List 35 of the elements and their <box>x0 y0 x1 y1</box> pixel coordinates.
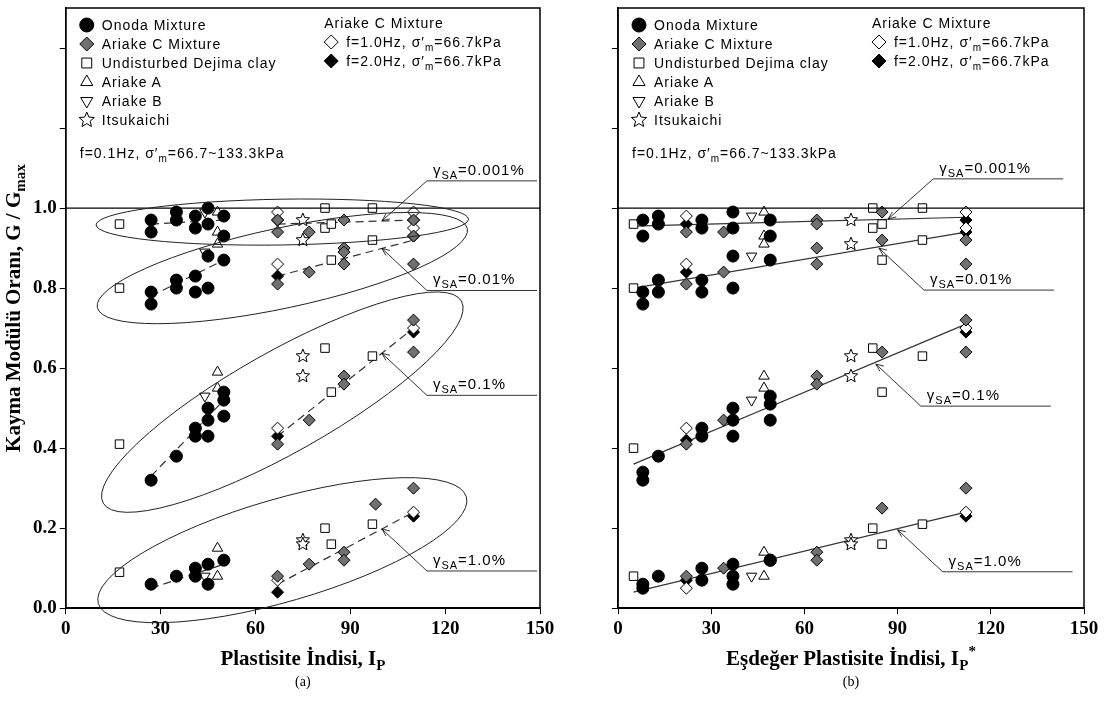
legend-label: Undisturbed Dejima clay <box>101 55 277 71</box>
y-tick-label: 1.0 <box>33 195 57 217</box>
text: (b) <box>842 674 860 691</box>
legend-label: Ariake A <box>101 74 162 90</box>
legend-label: Itsukaichi <box>101 112 171 128</box>
annotation: Ariake C Mixture <box>871 15 992 31</box>
text: (a) <box>295 674 311 691</box>
x-tick-label: 0 <box>61 616 71 638</box>
y-tick-label: 0.6 <box>33 356 57 378</box>
x-tick-label: 150 <box>525 616 555 638</box>
y-tick-label: 0.8 <box>33 276 57 297</box>
y-tick-label: 0.4 <box>33 436 58 458</box>
legend-label: Ariake A <box>654 74 715 90</box>
legend-label: Onoda Mixture <box>101 17 207 33</box>
x-tick-label: 60 <box>245 616 265 638</box>
annotation: Ariake C Mixture <box>324 15 444 31</box>
y-tick-label: 0.2 <box>33 516 57 538</box>
x-tick-label: 0 <box>613 616 623 638</box>
legend-label: Ariake C Mixture <box>101 36 222 52</box>
legend-label: Undisturbed Dejima clay <box>654 55 829 71</box>
y-axis-title: Kayma Modülü Oranı, G / Gmax <box>1 163 29 452</box>
x-tick-label: 90 <box>340 616 360 638</box>
x-tick-label: 150 <box>1069 616 1099 638</box>
legend-label: Onoda Mixture <box>654 17 759 33</box>
x-tick-label: 120 <box>976 616 1006 638</box>
legend-label: Ariake B <box>101 93 163 109</box>
y-tick-label: 0.0 <box>33 596 57 618</box>
x-tick-label: 30 <box>151 616 171 638</box>
x-tick-label: 90 <box>888 616 908 638</box>
legend-label: Ariake B <box>654 93 715 109</box>
x-tick-label: 120 <box>430 616 460 638</box>
x-tick-label: 60 <box>794 616 814 638</box>
x-tick-label: 30 <box>701 616 721 638</box>
legend-label: Ariake C Mixture <box>654 36 774 52</box>
legend-label: Itsukaichi <box>654 112 723 128</box>
